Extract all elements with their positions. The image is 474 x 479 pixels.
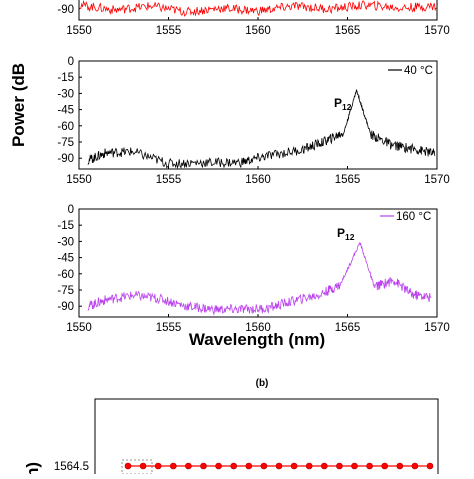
panel-top-ytick: -90 bbox=[57, 4, 74, 16]
panel-b-point bbox=[336, 462, 343, 470]
x-tick-label: 1565 bbox=[335, 322, 361, 334]
panel-b-point bbox=[170, 462, 177, 470]
y-tick-label: -30 bbox=[57, 236, 74, 248]
panel-b-point bbox=[139, 462, 147, 470]
panel-bottom: 0 -15 -30 -45 -60 -75 -90 1550 1555 1560 1565 1570… bbox=[57, 204, 449, 334]
panel-b-point bbox=[426, 462, 434, 470]
panel-b-point bbox=[351, 462, 358, 470]
panel-b-point bbox=[245, 462, 253, 470]
panel-top-plot-area bbox=[79, 0, 437, 17]
x-tick-label: 1550 bbox=[66, 174, 92, 186]
panel-middle: 0 -15 -30 -45 -60 -75 -90 1550 1555 1560 1565 1570… bbox=[57, 56, 449, 186]
x-tick-label: 1560 bbox=[245, 25, 271, 37]
panel-bottom-legend: 160 °C bbox=[380, 211, 431, 223]
y-tick-label: -15 bbox=[57, 72, 74, 84]
y-tick-label: -75 bbox=[57, 285, 74, 297]
x-tick-label: 1570 bbox=[424, 25, 450, 37]
panel-bottom-xticks: 1550 1555 1560 1565 1570 bbox=[66, 314, 450, 334]
panel-top: -90 1550 1555 1560 1565 1570 bbox=[57, 0, 450, 37]
y-tick-label: -60 bbox=[57, 269, 74, 281]
panel-b-dashed-box bbox=[121, 459, 153, 475]
x-axis-label: Wavelength (nm) bbox=[189, 330, 325, 349]
series-line-top bbox=[79, 0, 437, 17]
x-tick-label: 1570 bbox=[424, 322, 450, 334]
panel-b-point bbox=[396, 462, 404, 470]
panel-middle-xticks: 1550 1555 1560 1565 1570 bbox=[66, 166, 450, 186]
panel-b-y-axis-label: n) bbox=[23, 462, 42, 474]
panel-middle-legend: 40 °C bbox=[388, 65, 433, 77]
panel-b-point bbox=[320, 462, 328, 470]
x-tick-label: 1565 bbox=[335, 25, 361, 37]
x-tick-label: 1550 bbox=[66, 322, 92, 334]
peak-label-bottom: P12 bbox=[337, 226, 355, 242]
legend-label-160c: 160 °C bbox=[396, 211, 431, 223]
y-tick-label: -45 bbox=[57, 105, 74, 117]
y-tick-label: -90 bbox=[57, 301, 74, 313]
panel-b-title: (b) bbox=[256, 378, 269, 389]
legend-label-40c: 40 °C bbox=[404, 65, 433, 77]
panel-bottom-yticks: 0 -15 -30 -45 -60 -75 -90 bbox=[57, 204, 82, 313]
panel-b-point bbox=[366, 462, 373, 470]
y-tick-label: -75 bbox=[57, 137, 74, 149]
panel-b: (b) n) 1564.5 bbox=[23, 378, 439, 479]
panel-bottom-frame bbox=[78, 208, 438, 318]
panel-b-point bbox=[260, 462, 268, 470]
panel-b-ytick: 1564.5 bbox=[54, 461, 89, 473]
panel-b-point bbox=[275, 462, 283, 470]
panel-b-point bbox=[305, 462, 313, 470]
y-tick-label: -15 bbox=[57, 220, 74, 232]
panel-b-point bbox=[230, 462, 237, 470]
panel-middle-yticks: 0 -15 -30 -45 -60 -75 -90 bbox=[57, 56, 82, 165]
x-tick-label: 1560 bbox=[245, 174, 271, 186]
y-tick-label: -45 bbox=[57, 253, 74, 265]
x-tick-label: 1570 bbox=[424, 174, 450, 186]
x-tick-label: 1555 bbox=[156, 25, 182, 37]
panel-b-point bbox=[124, 462, 132, 470]
panel-b-point bbox=[215, 462, 222, 470]
y-axis-label: Power (dB bbox=[9, 63, 28, 147]
series-line-mid bbox=[87, 89, 436, 170]
y-tick-label: -90 bbox=[57, 153, 74, 165]
panel-b-point bbox=[154, 462, 162, 470]
peak-label-middle: P12 bbox=[334, 96, 352, 112]
x-tick-label: 1550 bbox=[66, 25, 92, 37]
y-tick-label: 0 bbox=[68, 204, 74, 216]
panel-middle-plot-area bbox=[87, 89, 436, 170]
y-tick-label: -30 bbox=[57, 88, 74, 100]
panel-b-point bbox=[185, 462, 192, 470]
panel-top-xticks: 1550 1555 1560 1565 1570 bbox=[66, 17, 450, 37]
y-tick-label: 0 bbox=[68, 56, 74, 68]
x-tick-label: 1560 bbox=[245, 322, 271, 334]
panel-b-point bbox=[290, 462, 298, 470]
x-tick-label: 1555 bbox=[156, 174, 182, 186]
panel-b-point bbox=[381, 462, 389, 470]
panel-b-point bbox=[200, 462, 207, 470]
x-tick-label: 1555 bbox=[156, 322, 182, 334]
panel-b-plot-area bbox=[124, 462, 434, 470]
series-line-bot bbox=[87, 242, 432, 316]
y-tick-label: -60 bbox=[57, 121, 74, 133]
panel-bottom-plot-area bbox=[87, 242, 432, 316]
panel-b-frame bbox=[94, 398, 439, 479]
x-tick-label: 1565 bbox=[335, 174, 361, 186]
panel-b-point bbox=[411, 462, 419, 470]
